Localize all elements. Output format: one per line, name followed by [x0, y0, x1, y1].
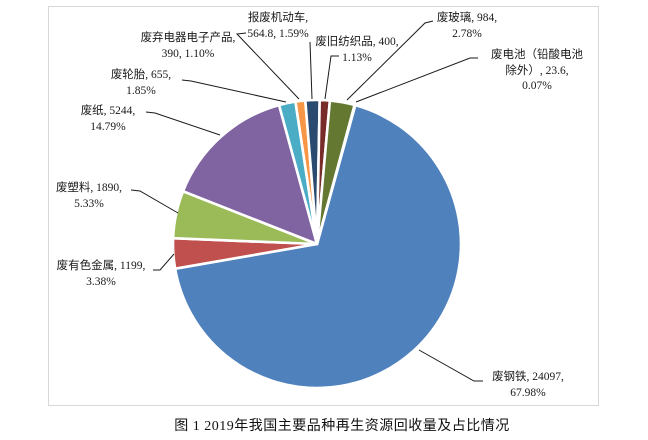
- leader-line-2: [324, 55, 339, 100]
- leader-line-5: [181, 79, 287, 103]
- leader-line-8: [153, 253, 175, 271]
- figure-caption: 图 1 2019年我国主要品种再生资源回收量及占比情况: [174, 419, 510, 434]
- pie-slice-0: [173, 103, 463, 390]
- leader-line-4: [355, 57, 478, 103]
- leader-line-3: [346, 20, 434, 101]
- pie-slice-3: [181, 103, 319, 246]
- pie-slice-9: [315, 103, 357, 246]
- leader-line-6: [145, 111, 221, 136]
- leader-line-0: [309, 41, 313, 100]
- leader-line-9: [418, 349, 483, 382]
- leader-line-7: [130, 189, 179, 214]
- leader-line-1: [235, 32, 300, 100]
